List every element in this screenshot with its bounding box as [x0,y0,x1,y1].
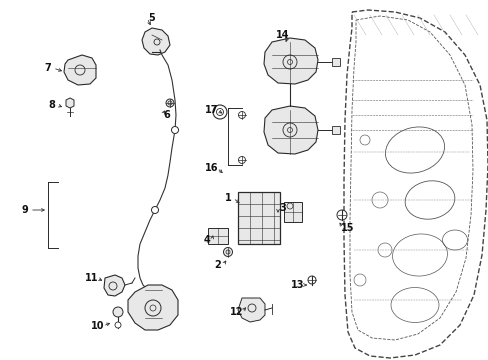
Circle shape [165,99,174,107]
Text: 6: 6 [163,110,170,120]
Polygon shape [66,98,74,108]
Circle shape [238,112,245,118]
Text: 1: 1 [224,193,231,203]
Text: 4: 4 [203,235,210,245]
Circle shape [151,207,158,213]
Text: 5: 5 [148,13,155,23]
Circle shape [307,276,315,284]
Bar [207,228,227,244]
Text: 9: 9 [21,205,28,215]
Polygon shape [104,275,125,296]
Bar [331,58,339,66]
Text: 10: 10 [91,321,104,331]
Text: 12: 12 [230,307,243,317]
Text: 2: 2 [214,260,221,270]
Text: 7: 7 [44,63,51,73]
Text: 3: 3 [279,203,286,213]
Polygon shape [128,285,178,330]
Circle shape [113,307,123,317]
Text: 11: 11 [85,273,99,283]
Text: 16: 16 [205,163,218,173]
Circle shape [171,126,178,134]
Bar [284,202,302,222]
Polygon shape [142,28,170,55]
Circle shape [238,157,245,163]
Polygon shape [238,298,264,322]
Text: 15: 15 [341,223,354,233]
Text: 14: 14 [276,30,289,40]
Text: 13: 13 [291,280,304,290]
Text: 8: 8 [48,100,55,110]
Circle shape [223,248,232,256]
Circle shape [336,210,346,220]
Bar [331,126,339,134]
Bar [238,192,280,244]
Circle shape [213,105,226,119]
Text: 17: 17 [205,105,218,115]
Polygon shape [264,38,317,84]
Circle shape [115,322,121,328]
Polygon shape [64,55,96,85]
Polygon shape [264,106,317,154]
